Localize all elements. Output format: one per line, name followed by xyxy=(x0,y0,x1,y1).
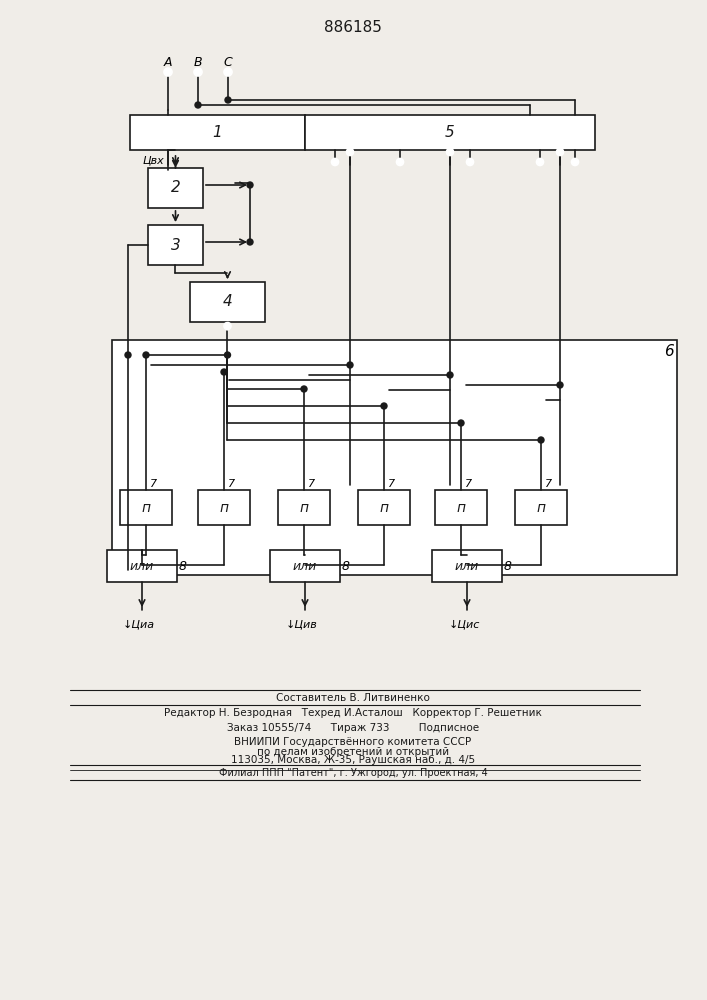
Text: 7: 7 xyxy=(465,479,472,489)
Text: 1: 1 xyxy=(213,125,223,140)
Text: п: п xyxy=(219,500,228,514)
Circle shape xyxy=(332,158,339,165)
Text: 8: 8 xyxy=(342,560,350,572)
Circle shape xyxy=(247,239,253,245)
Circle shape xyxy=(194,68,202,76)
Circle shape xyxy=(537,158,544,165)
Text: A: A xyxy=(164,55,173,68)
Bar xyxy=(305,115,595,150)
Bar xyxy=(130,115,305,150)
Bar xyxy=(432,550,502,582)
Text: ВНИИПИ Государствённого комитета СССР: ВНИИПИ Государствённого комитета СССР xyxy=(235,737,472,747)
Text: 8: 8 xyxy=(504,560,512,572)
Text: ↓Цив: ↓Цив xyxy=(286,619,318,629)
Bar xyxy=(270,550,340,582)
Bar xyxy=(198,490,250,525)
Text: 886185: 886185 xyxy=(324,20,382,35)
Circle shape xyxy=(397,158,404,165)
Text: 7: 7 xyxy=(545,479,553,489)
Text: Составитель В. Литвиненко: Составитель В. Литвиненко xyxy=(276,693,430,703)
Text: или: или xyxy=(130,560,154,572)
Circle shape xyxy=(467,158,474,165)
Text: ↓Цис: ↓Цис xyxy=(448,619,479,629)
Bar xyxy=(107,550,177,582)
Text: 2: 2 xyxy=(170,180,180,196)
Circle shape xyxy=(195,102,201,108)
Text: п: п xyxy=(537,500,546,514)
Text: 3: 3 xyxy=(170,237,180,252)
Text: по делам изобретений и открытий: по делам изобретений и открытий xyxy=(257,747,449,757)
Circle shape xyxy=(571,158,578,165)
Bar xyxy=(148,225,203,265)
Circle shape xyxy=(301,386,307,392)
Circle shape xyxy=(447,148,453,155)
Circle shape xyxy=(225,352,230,358)
Circle shape xyxy=(347,362,353,368)
Circle shape xyxy=(164,68,172,76)
Circle shape xyxy=(556,148,563,155)
Text: 4: 4 xyxy=(223,294,233,310)
Text: п: п xyxy=(300,500,308,514)
Text: Редактор Н. Безродная   Техред И.Асталош   Корректор Г. Решетник: Редактор Н. Безродная Техред И.Асталош К… xyxy=(164,708,542,718)
Circle shape xyxy=(557,382,563,388)
Text: 6: 6 xyxy=(664,344,674,360)
Bar xyxy=(120,490,172,525)
Bar xyxy=(278,490,330,525)
Circle shape xyxy=(447,372,453,378)
Bar xyxy=(435,490,487,525)
Circle shape xyxy=(538,437,544,443)
Bar xyxy=(112,340,677,575)
Text: C: C xyxy=(223,55,233,68)
Bar xyxy=(515,490,567,525)
Text: 7: 7 xyxy=(228,479,235,489)
Text: B: B xyxy=(194,55,202,68)
Text: п: п xyxy=(141,500,151,514)
Text: 8: 8 xyxy=(179,560,187,572)
Text: Филиал ППП "Патент", г. Ужгород, ул. Проектная, 4: Филиал ППП "Патент", г. Ужгород, ул. Про… xyxy=(218,768,487,778)
Text: 7: 7 xyxy=(388,479,395,489)
Circle shape xyxy=(458,420,464,426)
Text: 5: 5 xyxy=(445,125,455,140)
Circle shape xyxy=(221,369,227,375)
Text: п: п xyxy=(380,500,389,514)
Text: Цвх: Цвх xyxy=(142,155,164,165)
Circle shape xyxy=(381,403,387,409)
Circle shape xyxy=(224,68,232,76)
Text: или: или xyxy=(455,560,479,572)
Circle shape xyxy=(247,182,253,188)
Text: или: или xyxy=(293,560,317,572)
Text: 7: 7 xyxy=(151,479,158,489)
Text: Заказ 10555/74      Тираж 733         Подписное: Заказ 10555/74 Тираж 733 Подписное xyxy=(227,723,479,733)
Text: п: п xyxy=(457,500,466,514)
Bar xyxy=(148,168,203,208)
Circle shape xyxy=(224,322,231,330)
Text: ↓Циа: ↓Циа xyxy=(123,619,155,629)
Circle shape xyxy=(125,352,131,358)
Bar xyxy=(190,282,265,322)
Text: 113035, Москва, Ж-35, Раушская наб., д. 4/5: 113035, Москва, Ж-35, Раушская наб., д. … xyxy=(231,755,475,765)
Circle shape xyxy=(143,352,149,358)
Circle shape xyxy=(346,148,354,155)
Bar xyxy=(358,490,410,525)
Text: 7: 7 xyxy=(308,479,315,489)
Circle shape xyxy=(225,97,231,103)
